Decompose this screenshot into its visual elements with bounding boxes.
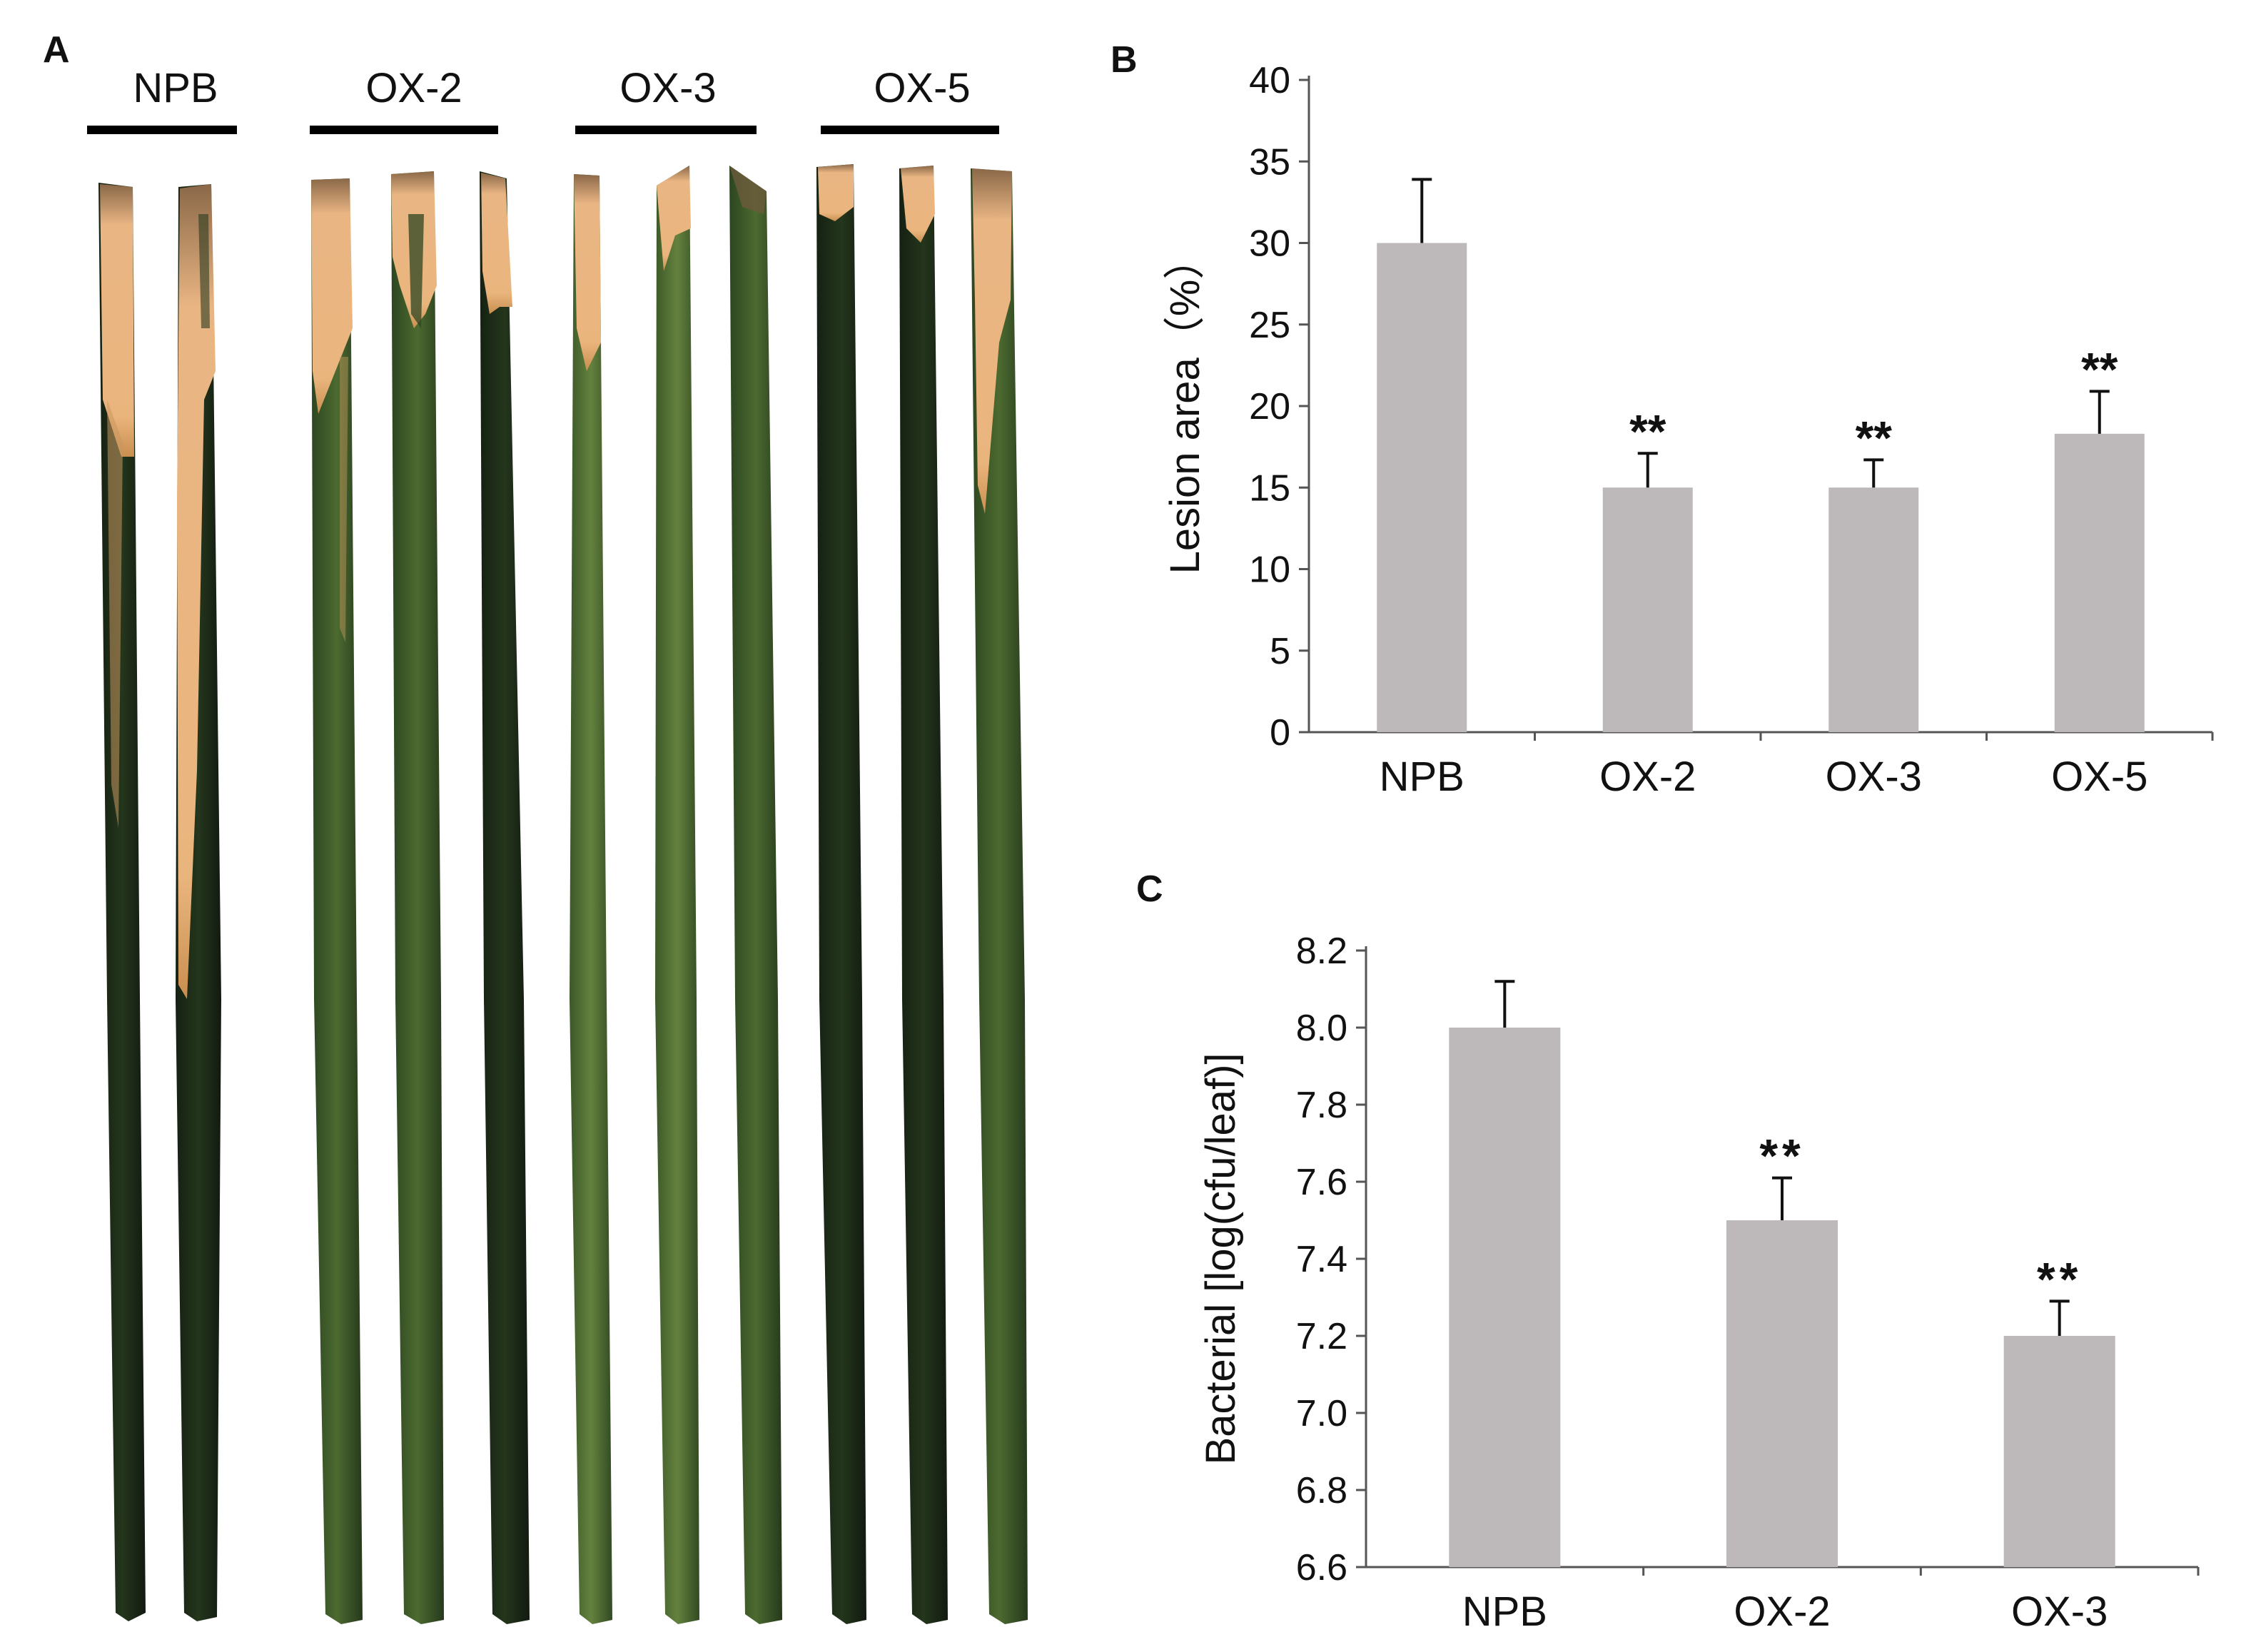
- leaf-photograph: [98, 164, 1028, 1624]
- significance-ox-3: **: [1856, 411, 1893, 464]
- group-bar-ox5: [821, 126, 999, 134]
- leaf-npb-2: [176, 184, 221, 1621]
- leaf-ox3-3: [729, 166, 782, 1624]
- bar-ox-2: [1602, 487, 1693, 732]
- y-tick-label: 25: [1249, 305, 1290, 346]
- bar-npb: [1377, 243, 1467, 732]
- x-category-label: OX-3: [1826, 754, 1922, 800]
- significance-ox-5: **: [2081, 343, 2118, 395]
- group-label-ox5: OX-5: [874, 65, 971, 111]
- y-axis-label: Lesion area（%）: [1162, 238, 1208, 574]
- y-tick-label: 0: [1270, 712, 1290, 754]
- leaf-ox5-3: [971, 168, 1028, 1624]
- y-tick-label: 40: [1249, 60, 1290, 101]
- leaf-ox5-1: [816, 164, 866, 1624]
- group-label-ox3: OX-3: [619, 65, 717, 111]
- leaf-ox2-2: [391, 171, 444, 1624]
- group-label-npb: NPB: [133, 65, 218, 111]
- x-category-label: OX-2: [1599, 754, 1696, 800]
- bar-ox-3: [1828, 487, 1919, 732]
- leaf-ox3-1: [570, 174, 612, 1624]
- y-tick-label: 5: [1270, 631, 1290, 672]
- leaf-ox3-2: [655, 166, 699, 1624]
- y-tick-label: 30: [1249, 223, 1290, 265]
- y-tick-label: 35: [1249, 141, 1290, 183]
- group-bar-ox3: [575, 126, 757, 134]
- group-bar-ox2: [310, 126, 498, 134]
- leaf-npb-1: [98, 183, 146, 1621]
- panel-b-letter: B: [1111, 39, 1138, 81]
- group-label-ox2: OX-2: [365, 65, 462, 111]
- y-tick-label: 20: [1249, 386, 1290, 427]
- panel-a-letter: A: [43, 29, 70, 71]
- bar-ox-5: [2054, 433, 2145, 732]
- x-category-label: NPB: [1380, 754, 1465, 800]
- y-tick-label: 15: [1249, 467, 1290, 509]
- significance-ox-2: **: [1629, 405, 1666, 457]
- y-tick-label: 10: [1249, 549, 1290, 591]
- leaf-ox2-1: [311, 178, 363, 1624]
- panel-c-letter: C: [1136, 868, 1163, 910]
- leaf-ox5-2: [899, 166, 948, 1624]
- group-bar-npb: [87, 126, 237, 134]
- leaf-ox2-3: [480, 171, 530, 1624]
- x-category-label: OX-5: [2051, 754, 2148, 800]
